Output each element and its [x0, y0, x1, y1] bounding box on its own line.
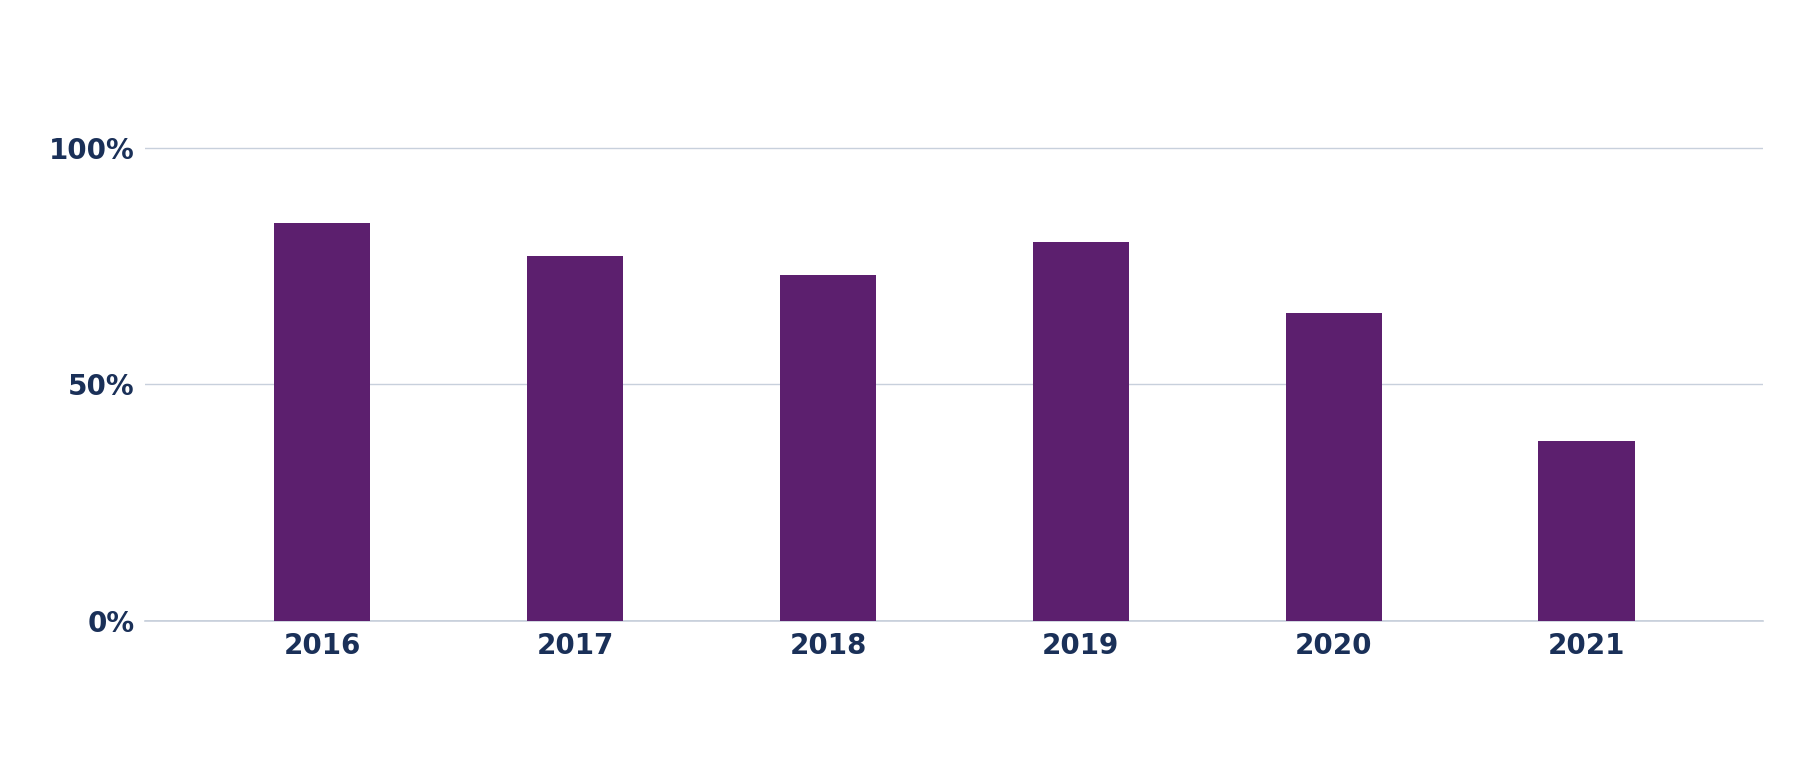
Bar: [1538, 441, 1634, 621]
Bar: [275, 223, 371, 621]
Bar: [780, 276, 876, 621]
Bar: [527, 257, 624, 621]
Bar: [1033, 242, 1129, 621]
Bar: [1285, 313, 1382, 621]
